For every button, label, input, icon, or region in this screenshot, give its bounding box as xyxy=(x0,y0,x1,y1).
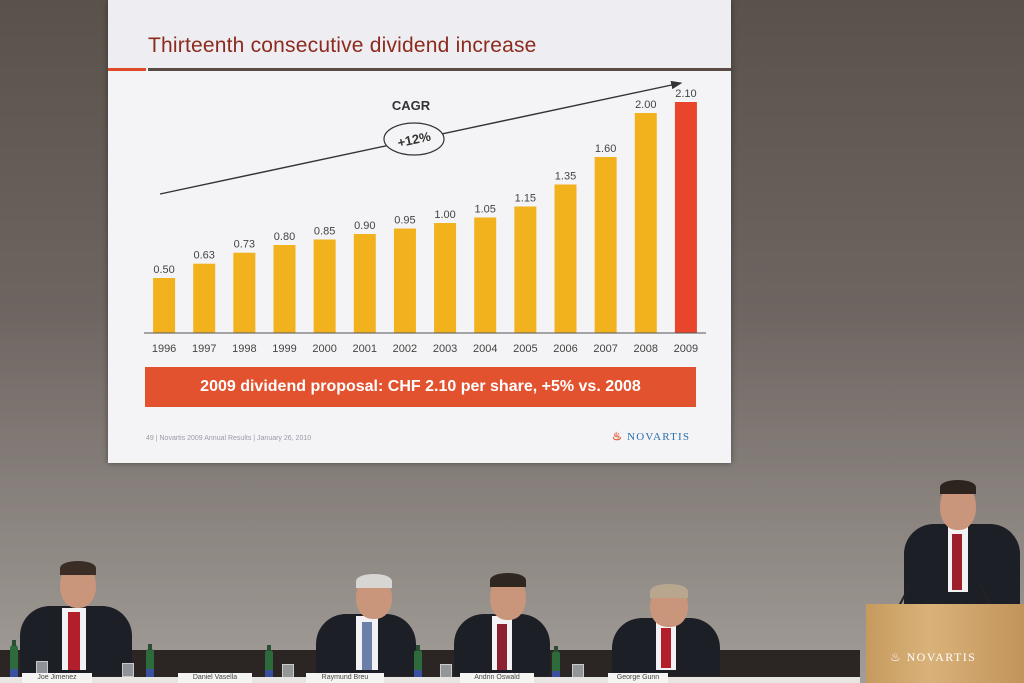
value-label-2003: 1.00 xyxy=(434,209,455,221)
bar-1997 xyxy=(193,263,216,333)
bar-2006 xyxy=(554,184,577,333)
value-label-2006: 1.35 xyxy=(555,171,576,183)
cagr-oval xyxy=(383,122,445,156)
tick-label-1998: 1998 xyxy=(232,343,256,355)
nameplate: Raymund Breu xyxy=(306,673,384,683)
tick-label-2007: 2007 xyxy=(593,343,617,355)
bar-1998 xyxy=(233,252,256,333)
bar-2003 xyxy=(434,223,457,333)
value-label-1997: 0.63 xyxy=(194,250,215,262)
nameplate: Daniel Vasella xyxy=(178,673,252,683)
water-glass xyxy=(282,664,294,678)
dividend-proposal-banner: 2009 dividend proposal: CHF 2.10 per sha… xyxy=(145,367,696,407)
tick-label-2009: 2009 xyxy=(674,343,698,355)
novartis-logo-text: NOVARTIS xyxy=(627,431,691,443)
tick-label-2005: 2005 xyxy=(513,343,537,355)
novartis-flame-icon: ♨ xyxy=(612,431,624,443)
bar-2008 xyxy=(634,113,657,333)
bar-1996 xyxy=(153,278,176,333)
bar-2000 xyxy=(313,239,336,333)
bar-2007 xyxy=(594,157,617,333)
value-label-1999: 0.80 xyxy=(274,231,295,243)
cagr-value: +12% xyxy=(396,129,432,151)
water-glass xyxy=(122,663,134,677)
presentation-slide: Thirteenth consecutive dividend increase… xyxy=(108,0,731,463)
slide-title-band xyxy=(108,0,731,68)
cagr-heading: CAGR xyxy=(392,98,431,113)
table-front xyxy=(0,677,860,683)
tick-label-2001: 2001 xyxy=(353,343,377,355)
title-rule-accent xyxy=(108,68,146,71)
tick-label-2008: 2008 xyxy=(634,343,658,355)
tick-label-2002: 2002 xyxy=(393,343,417,355)
tick-label-1996: 1996 xyxy=(152,343,176,355)
dividend-bar-chart: +12% CAGR 0.50 1996 0.63 1997 0.73 1998 0.80 19… xyxy=(144,80,706,355)
water-bottle xyxy=(265,645,273,680)
water-bottle xyxy=(10,640,18,679)
bar-2002 xyxy=(393,228,416,333)
value-label-2000: 0.85 xyxy=(314,226,335,238)
podium-logo-text: NOVARTIS xyxy=(906,650,977,664)
slide-footnote: 49 | Novartis 2009 Annual Results | Janu… xyxy=(146,435,312,442)
value-label-2008: 2.00 xyxy=(635,99,656,111)
podium xyxy=(866,604,1024,683)
value-label-1998: 0.73 xyxy=(234,239,255,251)
water-glass xyxy=(572,664,584,678)
podium-logo: ♨ NOVARTIS xyxy=(890,650,976,665)
bar-2009 xyxy=(674,102,697,333)
bar-2004 xyxy=(474,217,497,333)
value-label-2009: 2.10 xyxy=(675,88,696,100)
water-glass xyxy=(440,664,452,678)
nameplate: Joe Jimenez xyxy=(22,673,92,683)
water-bottle xyxy=(146,644,154,679)
tick-label-1999: 1999 xyxy=(272,343,296,355)
value-label-2004: 1.05 xyxy=(475,204,496,216)
tick-label-2000: 2000 xyxy=(312,343,336,355)
value-label-2001: 0.90 xyxy=(354,220,375,232)
nameplate: George Gunn xyxy=(608,673,668,683)
tick-label-2003: 2003 xyxy=(433,343,457,355)
tick-label-1997: 1997 xyxy=(192,343,216,355)
nameplate: Andrin Oswald xyxy=(460,673,534,683)
value-label-2002: 0.95 xyxy=(394,215,415,227)
water-bottle xyxy=(552,646,560,681)
novartis-flame-icon: ♨ xyxy=(890,650,903,664)
tick-label-2004: 2004 xyxy=(473,343,497,355)
value-label-1996: 0.50 xyxy=(153,264,174,276)
title-rule xyxy=(148,68,731,71)
bar-2001 xyxy=(353,234,376,333)
novartis-logo: ♨ NOVARTIS xyxy=(612,430,690,443)
value-label-2007: 1.60 xyxy=(595,143,616,155)
value-label-2005: 1.15 xyxy=(515,193,536,205)
bar-1999 xyxy=(273,245,296,333)
water-bottle xyxy=(414,645,422,680)
slide-title: Thirteenth consecutive dividend increase xyxy=(148,34,537,57)
tick-label-2006: 2006 xyxy=(553,343,577,355)
bar-2005 xyxy=(514,206,537,333)
